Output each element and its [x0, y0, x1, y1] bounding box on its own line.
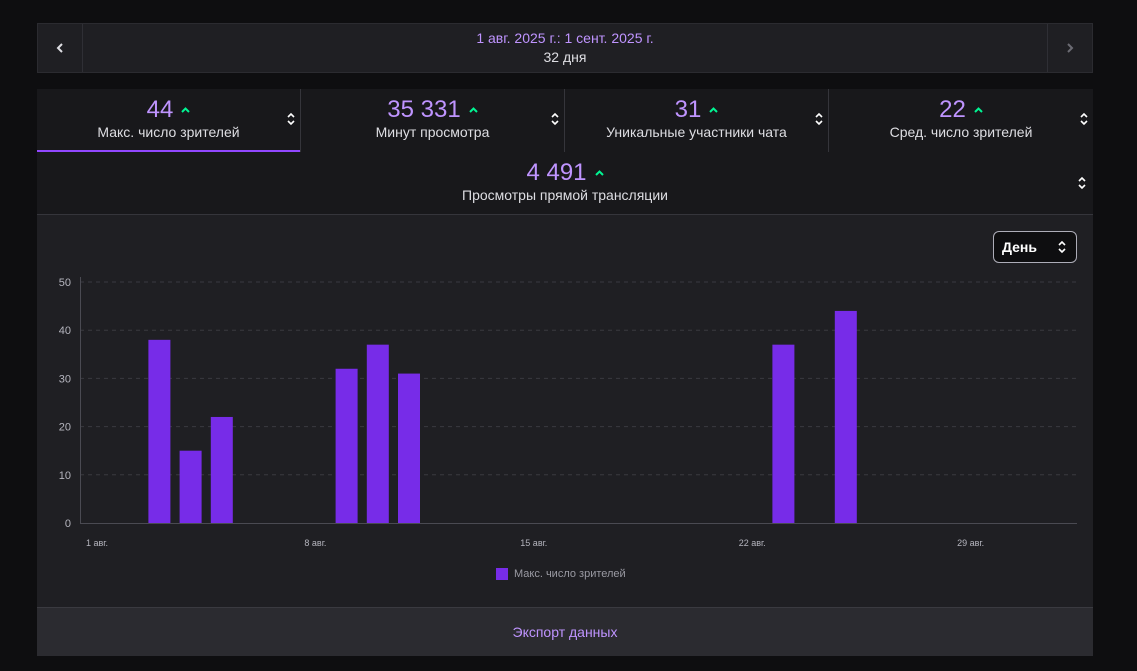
sort-icon — [1058, 240, 1066, 254]
stat-tabs: 44 Макс. число зрителей 35 331 Минут про… — [37, 89, 1093, 153]
x-tick-label: 22 авг. — [739, 538, 766, 548]
sort-icon[interactable] — [1078, 176, 1086, 190]
stat-label: Макс. число зрителей — [97, 124, 240, 140]
bar — [148, 339, 171, 523]
stat-tab-minutes-watched[interactable]: 35 331 Минут просмотра — [301, 89, 565, 152]
stat-label: Просмотры прямой трансляции — [462, 187, 668, 203]
stat-tab-avg-viewers[interactable]: 22 Сред. число зрителей — [829, 89, 1093, 152]
chevron-left-icon — [56, 43, 63, 53]
stat-value: 35 331 — [387, 96, 461, 123]
stat-label: Минут просмотра — [375, 124, 490, 140]
period-select[interactable]: День — [993, 231, 1077, 263]
x-tick-label: 15 авг. — [520, 538, 547, 548]
y-tick-label: 0 — [65, 518, 71, 530]
bar — [398, 373, 420, 523]
stat-tab-live-views[interactable]: 4 491 Просмотры прямой трансляции — [37, 152, 1093, 215]
date-range-bar: 1 авг. 2025 г.: 1 сент. 2025 г. 32 дня — [37, 23, 1093, 73]
y-tick-label: 10 — [59, 470, 71, 482]
sort-icon[interactable] — [551, 112, 559, 126]
stat-value: 4 491 — [526, 159, 587, 186]
stats-panel: 44 Макс. число зрителей 35 331 Минут про… — [37, 89, 1093, 656]
trend-up-icon — [709, 106, 719, 113]
date-range-text: 1 авг. 2025 г.: 1 сент. 2025 г. — [476, 30, 654, 46]
export-data-button[interactable]: Экспорт данных — [37, 607, 1093, 656]
y-tick-label: 50 — [59, 277, 71, 289]
previous-period-button[interactable] — [38, 24, 83, 72]
stat-value: 44 — [146, 96, 174, 123]
export-data-label: Экспорт данных — [512, 624, 618, 640]
stat-tab-unique-chatters[interactable]: 31 Уникальные участники чата — [565, 89, 829, 152]
bar — [335, 368, 358, 523]
trend-up-icon — [181, 106, 191, 113]
stat-value: 31 — [674, 96, 702, 123]
date-range-display: 1 авг. 2025 г.: 1 сент. 2025 г. 32 дня — [83, 24, 1047, 72]
sort-icon[interactable] — [815, 112, 823, 126]
stat-tab-max-viewers[interactable]: 44 Макс. число зрителей — [37, 89, 301, 153]
legend-swatch — [496, 568, 508, 580]
trend-up-icon — [468, 106, 478, 113]
bar — [366, 344, 389, 523]
bar — [834, 310, 857, 523]
viewers-bar-chart: 0 10 20 30 40 50 1 авг. 8 авг. 15 авг. 22 авг. 29 … — [59, 277, 1077, 548]
y-tick-label: 20 — [59, 422, 71, 434]
stat-value: 22 — [939, 96, 966, 123]
y-tick-label: 40 — [59, 325, 71, 337]
trend-up-icon — [974, 106, 983, 113]
sort-icon[interactable] — [1080, 112, 1088, 126]
chart-legend[interactable]: Макс. число зрителей — [496, 568, 626, 580]
next-period-button[interactable] — [1047, 24, 1092, 72]
bar — [179, 450, 202, 523]
x-tick-label: 29 авг. — [957, 538, 984, 548]
period-select-value: День — [1002, 239, 1037, 255]
date-range-days: 32 дня — [543, 49, 587, 65]
x-tick-label: 1 авг. — [86, 538, 108, 548]
bar — [210, 416, 233, 523]
legend-label: Макс. число зрителей — [514, 568, 626, 580]
sort-icon[interactable] — [287, 112, 295, 126]
trend-up-icon — [594, 169, 604, 176]
stat-label: Уникальные участники чата — [606, 124, 787, 140]
stat-label: Сред. число зрителей — [889, 124, 1033, 140]
bar — [772, 344, 795, 523]
chevron-right-icon — [1067, 43, 1074, 53]
x-tick-label: 8 авг. — [304, 538, 326, 548]
y-tick-label: 30 — [59, 373, 71, 385]
